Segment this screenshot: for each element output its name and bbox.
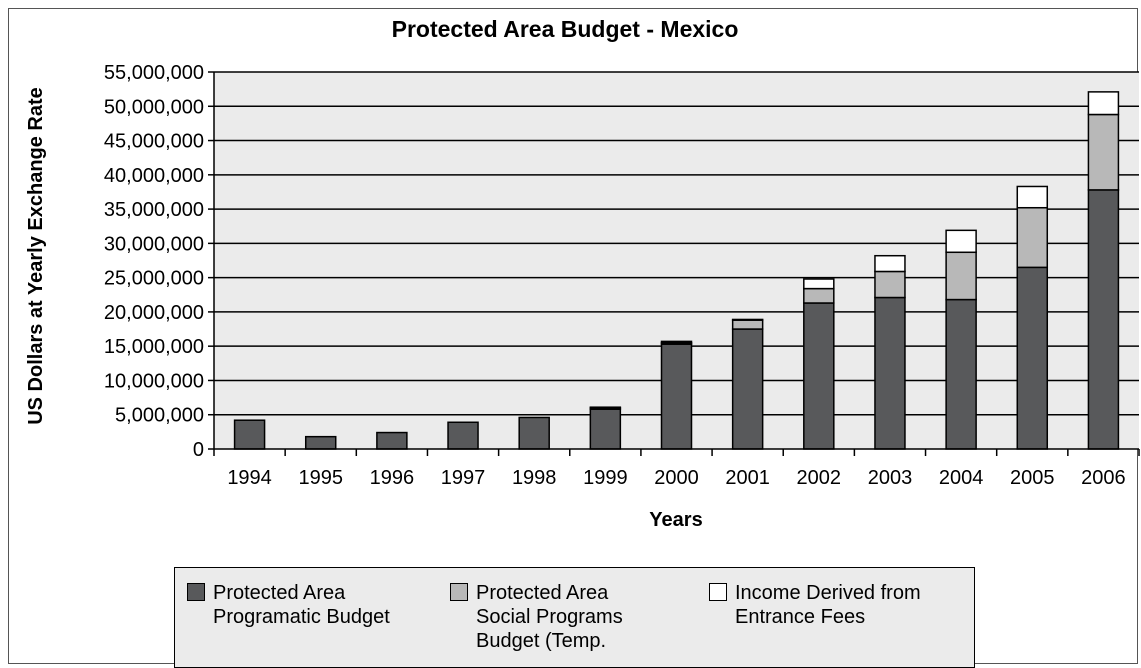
bar-programatic bbox=[376, 431, 408, 450]
legend-swatch-programatic bbox=[187, 583, 205, 601]
bar-programatic bbox=[660, 343, 693, 450]
y-tick-label: 35,000,000 bbox=[104, 199, 204, 221]
x-tick-labels: 1994 1995 1996 1997 1998 1999 2000 2001 2002 2003… bbox=[213, 449, 1140, 489]
bar-entrance-fees bbox=[945, 229, 977, 254]
x-tick-label: 2001 bbox=[725, 467, 770, 489]
y-tick-label: 50,000,000 bbox=[104, 96, 204, 118]
legend-item-programatic: Protected Area Programatic Budget bbox=[187, 581, 423, 629]
bar-social-programs bbox=[1087, 113, 1120, 191]
x-tick-label: 1998 bbox=[512, 467, 557, 489]
bar-entrance-fees bbox=[589, 406, 622, 409]
bar-entrance-fees bbox=[803, 278, 835, 290]
x-tick-label: 2006 bbox=[1081, 467, 1126, 489]
x-axis-title: Years bbox=[649, 509, 702, 531]
legend-label-social-programs: Protected Area Social Programs Budget (T… bbox=[476, 582, 623, 652]
bar-programatic bbox=[731, 328, 764, 450]
legend-item-social-programs: Protected Area Social Programs Budget (T… bbox=[450, 581, 646, 653]
bar-programatic bbox=[589, 408, 622, 450]
x-tick-label: 2000 bbox=[654, 467, 699, 489]
bar-programatic bbox=[233, 419, 266, 450]
y-tick-label: 40,000,000 bbox=[104, 165, 204, 187]
y-tick-label: 45,000,000 bbox=[104, 131, 204, 153]
y-tick-label: 5,000,000 bbox=[115, 405, 204, 427]
x-tick-label: 1999 bbox=[583, 467, 628, 489]
y-tick-label: 10,000,000 bbox=[104, 370, 204, 392]
bar-programatic bbox=[518, 416, 550, 450]
bar-social-programs bbox=[731, 319, 764, 330]
legend-label-programatic: Protected Area Programatic Budget bbox=[213, 582, 390, 628]
bar-social-programs bbox=[945, 251, 977, 301]
chart-title: Protected Area Budget - Mexico bbox=[392, 16, 739, 42]
y-tick-label: 55,000,000 bbox=[104, 62, 204, 84]
legend: Protected Area Programatic Budget Protec… bbox=[174, 567, 975, 668]
x-tick-label: 2002 bbox=[797, 467, 842, 489]
bar-social-programs bbox=[1016, 206, 1049, 269]
bar-programatic bbox=[945, 298, 977, 450]
x-tick-label: 2004 bbox=[939, 467, 984, 489]
y-tick-label: 20,000,000 bbox=[104, 302, 204, 324]
x-tick-label: 1995 bbox=[298, 467, 343, 489]
bar-programatic bbox=[447, 421, 479, 450]
x-tick-label: 1996 bbox=[370, 467, 415, 489]
y-tick-label: 30,000,000 bbox=[104, 233, 204, 255]
bar-entrance-fees bbox=[660, 340, 693, 344]
legend-item-entrance-fees: Income Derived from Entrance Fees bbox=[709, 581, 975, 629]
legend-swatch-social-programs bbox=[450, 583, 468, 601]
bar-entrance-fees bbox=[1087, 91, 1120, 116]
bar-entrance-fees bbox=[1016, 185, 1049, 209]
legend-label-entrance-fees: Income Derived from Entrance Fees bbox=[735, 582, 921, 628]
y-tick-labels: 0 5,000,000 10,000,000 15,000,000 20,000,000… bbox=[104, 62, 214, 461]
x-tick-label: 1997 bbox=[441, 467, 486, 489]
bar-social-programs bbox=[803, 287, 835, 304]
bar-entrance-fees bbox=[731, 318, 764, 321]
y-tick-label: 25,000,000 bbox=[104, 268, 204, 290]
bar-social-programs bbox=[874, 270, 906, 299]
bar-programatic bbox=[1087, 189, 1120, 450]
x-tick-label: 2003 bbox=[868, 467, 913, 489]
x-tick-label: 1994 bbox=[227, 467, 272, 489]
bar-entrance-fees bbox=[874, 254, 906, 273]
y-axis-title: US Dollars at Yearly Exchange Rate bbox=[25, 87, 47, 425]
y-tick-label: 0 bbox=[193, 439, 204, 461]
bar-programatic bbox=[803, 302, 835, 450]
x-tick-label: 2005 bbox=[1010, 467, 1055, 489]
y-tick-label: 15,000,000 bbox=[104, 336, 204, 358]
gridlines bbox=[214, 71, 1139, 416]
bar-programatic bbox=[1016, 266, 1049, 450]
legend-swatch-entrance-fees bbox=[709, 583, 727, 601]
bar-programatic bbox=[304, 435, 337, 450]
bars bbox=[233, 91, 1120, 450]
bar-programatic bbox=[874, 296, 906, 450]
